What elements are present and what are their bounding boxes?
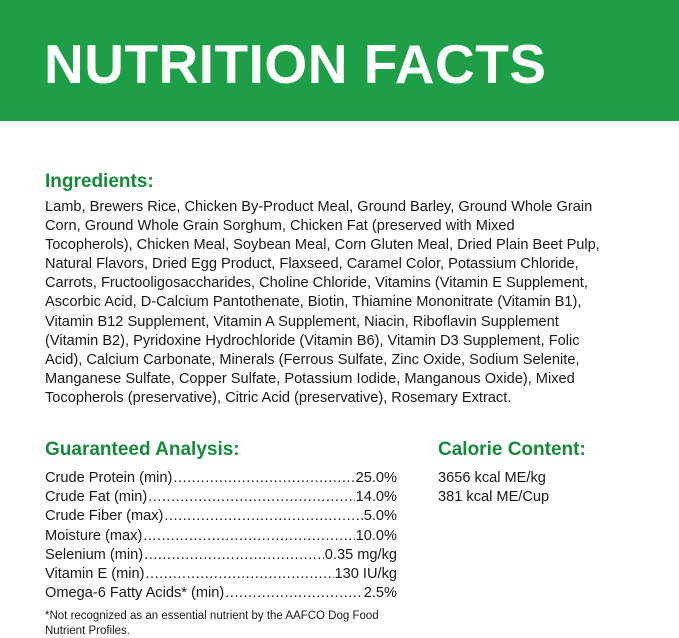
- ingredients-line: Corn, Ground Whole Grain Sorghum, Chicke…: [45, 218, 515, 235]
- row-value: 25.0%: [355, 470, 397, 486]
- row-value: 5.0%: [363, 508, 397, 525]
- row-label: Crude Fat (min): [45, 489, 148, 506]
- calorie-line: 381 kcal ME/Cup: [438, 489, 550, 506]
- footnote: *Not recognized as an essential nutrient…: [45, 610, 379, 637]
- ingredients-line: Ascorbic Acid, D-Calcium Pantothenate, B…: [45, 294, 582, 311]
- ingredients-line: Carrots, Fructooligosaccharides, Choline…: [45, 275, 588, 292]
- analysis-heading: Guaranteed Analysis:: [45, 439, 240, 460]
- row-label: Crude Protein (min): [45, 470, 173, 486]
- leader-dots: [145, 565, 333, 584]
- ingredients-line: Manganese Sulfate, Copper Sulfate, Potas…: [45, 370, 575, 387]
- calorie-content: 3656 kcal ME/kg 381 kcal ME/Cup: [438, 469, 549, 507]
- row-label: Moisture (max): [45, 527, 143, 544]
- analysis-row: Vitamin E (min) 130 IU/kg: [45, 565, 397, 584]
- row-label: Selenium (min): [45, 546, 144, 563]
- analysis-table: Crude Protein (min) 25.0% Crude Fat (min)…: [45, 469, 397, 603]
- ingredients-line: Acid), Calcium Carbonate, Minerals (Ferr…: [45, 351, 580, 368]
- ingredients-line: Natural Flavors, Dried Egg Product, Flax…: [45, 256, 579, 273]
- analysis-row: Crude Fiber (max) 5.0%: [45, 507, 397, 526]
- row-value: 130 IU/kg: [334, 566, 397, 583]
- leader-dots: [173, 469, 354, 488]
- row-label: Crude Fiber (max): [45, 508, 164, 525]
- header-banner: NUTRITION FACTS: [0, 0, 679, 121]
- analysis-row: Crude Fat (min) 14.0%: [45, 488, 397, 507]
- calorie-line: 3656 kcal ME/kg: [438, 470, 546, 486]
- row-value: 2.5%: [363, 585, 397, 602]
- calorie-heading: Calorie Content:: [438, 439, 586, 460]
- row-label: Vitamin E (min): [45, 566, 145, 583]
- page-title: NUTRITION FACTS: [44, 33, 547, 95]
- analysis-row: Crude Protein (min) 25.0%: [45, 469, 397, 488]
- ingredients-line: (Vitamin B2), Pyridoxine Hydrochloride (…: [45, 332, 580, 349]
- row-value: 10.0%: [355, 527, 397, 544]
- row-value: 14.0%: [355, 489, 397, 506]
- leader-dots: [164, 507, 362, 526]
- analysis-row: Selenium (min) 0.35 mg/kg: [45, 546, 397, 565]
- ingredients-line: Lamb, Brewers Rice, Chicken By-Product M…: [45, 199, 593, 215]
- row-label: Omega-6 Fatty Acids* (min): [45, 585, 225, 602]
- ingredients-line: Tocopherols (preservative), Citric Acid …: [45, 389, 512, 406]
- analysis-row: Moisture (max) 10.0%: [45, 527, 397, 546]
- leader-dots: [148, 488, 354, 507]
- leader-dots: [143, 527, 354, 546]
- leader-dots: [225, 584, 363, 603]
- ingredients-line: Tocopherols), Chicken Meal, Soybean Meal…: [45, 237, 600, 254]
- analysis-row: Omega-6 Fatty Acids* (min) 2.5%: [45, 584, 397, 603]
- ingredients-heading: Ingredients:: [45, 171, 154, 192]
- leader-dots: [144, 546, 324, 565]
- ingredients-line: Vitamin B12 Supplement, Vitamin A Supple…: [45, 313, 559, 330]
- ingredients-text: Lamb, Brewers Rice, Chicken By-Product M…: [45, 198, 600, 408]
- row-value: 0.35 mg/kg: [324, 546, 397, 563]
